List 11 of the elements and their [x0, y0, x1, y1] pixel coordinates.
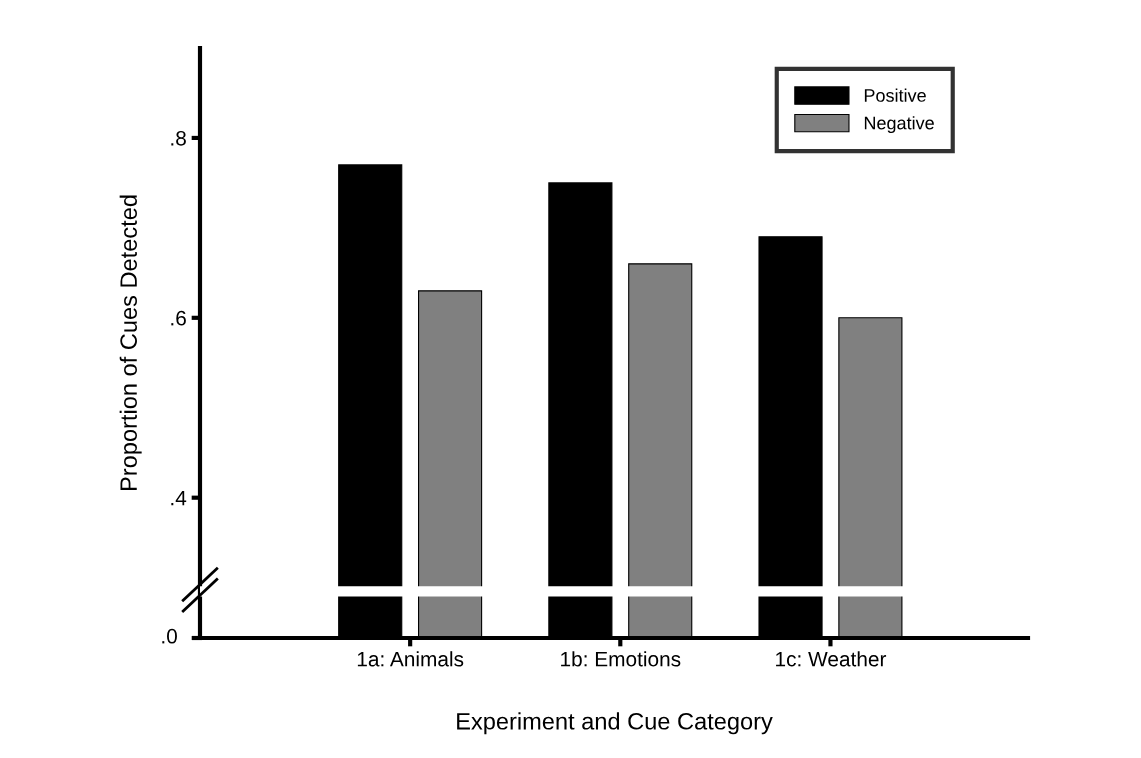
x-tick-label: 1b: Emotions	[561, 651, 681, 667]
y-tick-label: .4	[171, 490, 187, 506]
x-tick-label: 1a: Animals	[357, 651, 464, 667]
text: .0	[162, 628, 177, 644]
legend-label: Negative	[864, 116, 934, 134]
y-tick-label: .6	[171, 310, 186, 326]
x-tick-label: 1c: Weather	[776, 651, 887, 667]
y-tick-label: .8	[171, 130, 186, 146]
y-axis-title: Proportion of Cues Detected	[119, 195, 142, 491]
legend-label: Positive	[864, 88, 926, 102]
x-axis-title: Experiment and Cue Category	[457, 712, 773, 735]
